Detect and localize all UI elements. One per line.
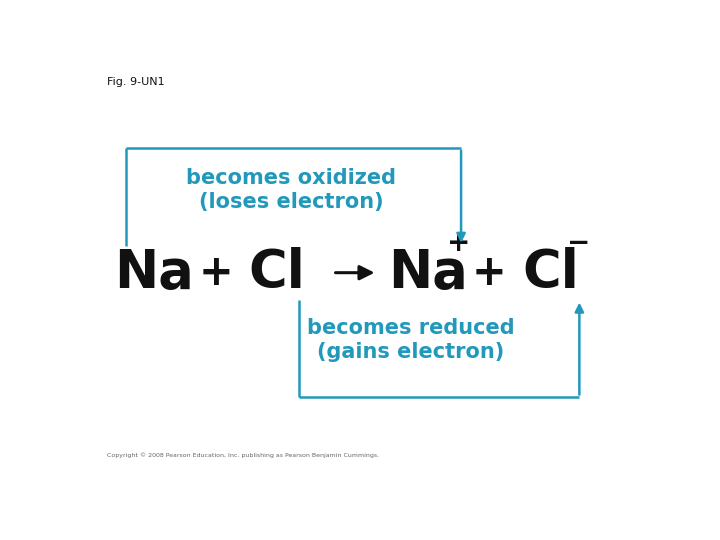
Text: becomes oxidized: becomes oxidized (186, 168, 396, 188)
Text: (loses electron): (loses electron) (199, 192, 383, 212)
Text: Na: Na (114, 247, 194, 299)
Text: +: + (446, 229, 470, 256)
Text: Cl: Cl (522, 247, 579, 299)
Text: Fig. 9-UN1: Fig. 9-UN1 (107, 77, 164, 87)
Text: −: − (567, 229, 590, 256)
Text: +: + (198, 252, 233, 294)
Text: (gains electron): (gains electron) (318, 342, 505, 362)
Text: Copyright © 2008 Pearson Education, Inc. publishing as Pearson Benjamin Cummings: Copyright © 2008 Pearson Education, Inc.… (107, 452, 379, 458)
Text: Na: Na (387, 247, 467, 299)
Text: becomes reduced: becomes reduced (307, 318, 515, 338)
Text: Cl: Cl (248, 247, 305, 299)
Text: +: + (472, 252, 506, 294)
